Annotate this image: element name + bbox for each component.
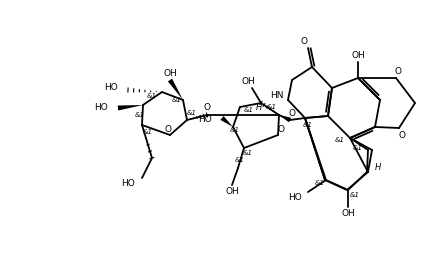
Text: &1: &1 bbox=[350, 192, 360, 198]
Text: &1: &1 bbox=[353, 145, 363, 151]
Text: HN: HN bbox=[270, 90, 284, 99]
Text: HO: HO bbox=[121, 179, 135, 188]
Text: O: O bbox=[289, 108, 295, 117]
Text: HO: HO bbox=[198, 115, 212, 124]
Text: &1: &1 bbox=[315, 180, 325, 186]
Text: OH: OH bbox=[163, 69, 177, 78]
Text: HO: HO bbox=[94, 104, 108, 113]
Polygon shape bbox=[279, 115, 291, 122]
Text: &1: &1 bbox=[267, 104, 277, 110]
Text: OH: OH bbox=[225, 188, 239, 197]
Polygon shape bbox=[168, 79, 183, 100]
Text: O: O bbox=[399, 131, 405, 140]
Polygon shape bbox=[221, 116, 233, 127]
Text: O: O bbox=[301, 38, 307, 47]
Text: O: O bbox=[203, 104, 211, 113]
Text: &1: &1 bbox=[187, 110, 197, 116]
Text: O: O bbox=[165, 125, 172, 134]
Text: O: O bbox=[394, 68, 402, 77]
Text: &1: &1 bbox=[335, 137, 345, 143]
Text: OH: OH bbox=[351, 50, 365, 60]
Text: OH: OH bbox=[241, 78, 255, 87]
Text: O: O bbox=[277, 125, 285, 134]
Text: &1: &1 bbox=[244, 107, 254, 113]
Text: &1: &1 bbox=[135, 112, 145, 118]
Text: &1: &1 bbox=[235, 157, 245, 163]
Text: &1: &1 bbox=[230, 127, 240, 133]
Text: &1: &1 bbox=[172, 97, 182, 103]
Text: HO: HO bbox=[104, 82, 118, 91]
Polygon shape bbox=[118, 105, 143, 111]
Text: &1: &1 bbox=[147, 93, 157, 99]
Text: H: H bbox=[256, 104, 262, 113]
Text: &1: &1 bbox=[143, 129, 153, 135]
Text: HO: HO bbox=[288, 194, 302, 203]
Text: &1: &1 bbox=[243, 150, 253, 156]
Text: OH: OH bbox=[341, 209, 355, 218]
Text: H: H bbox=[375, 163, 381, 172]
Text: &1: &1 bbox=[303, 122, 313, 128]
